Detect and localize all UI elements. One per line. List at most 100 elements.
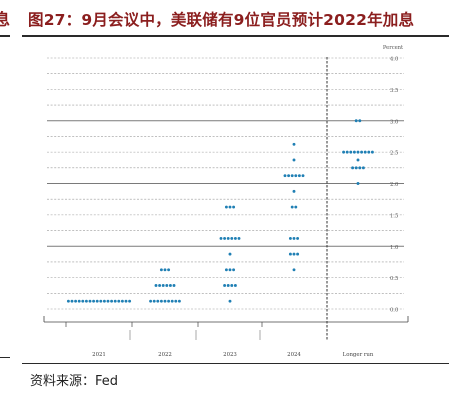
- data-point: [292, 158, 296, 162]
- data-point: [102, 299, 106, 303]
- data-point: [292, 252, 296, 256]
- data-point: [292, 236, 296, 240]
- data-point: [81, 299, 85, 303]
- data-point: [292, 268, 296, 272]
- data-point: [351, 166, 355, 170]
- data-point: [92, 299, 96, 303]
- y-tick-label: 3.0: [390, 119, 398, 125]
- x-tick-label: 2024: [287, 352, 301, 358]
- data-point: [228, 205, 232, 209]
- source-note: 资料来源：Fed: [30, 374, 119, 389]
- data-point: [358, 119, 362, 123]
- y-tick-label: 2.0: [390, 182, 398, 188]
- x-tick-label: 2023: [223, 352, 237, 358]
- title-fragment-text: 息: [0, 10, 10, 29]
- data-point: [290, 205, 294, 209]
- title-fragment-left: 息: [0, 6, 10, 36]
- data-point: [232, 268, 236, 272]
- data-point: [149, 299, 153, 303]
- y-tick-label: 3.5: [390, 88, 398, 94]
- data-point: [124, 299, 128, 303]
- data-point: [113, 299, 117, 303]
- data-point: [356, 150, 360, 154]
- data-point: [168, 284, 172, 287]
- data-point: [66, 299, 70, 303]
- data-point: [294, 205, 298, 209]
- data-point: [356, 182, 360, 185]
- data-point: [230, 236, 234, 240]
- data-point: [99, 299, 103, 303]
- data-point: [84, 299, 88, 303]
- data-point: [224, 205, 228, 209]
- x-tick-label: 2022: [158, 352, 172, 358]
- x-tick-label: 2021: [92, 352, 106, 358]
- data-point: [177, 299, 181, 303]
- data-point: [228, 252, 232, 256]
- figure-header: 图27：9月会议中，美联储有9位官员预计2022年加息: [22, 6, 449, 36]
- divider-left-top: [0, 35, 10, 37]
- data-point: [95, 299, 99, 303]
- data-point: [226, 284, 230, 287]
- data-point: [292, 189, 296, 193]
- data-point: [159, 299, 163, 303]
- data-point: [342, 150, 346, 154]
- divider-bottom: [22, 363, 449, 364]
- data-point: [367, 150, 371, 154]
- data-point: [228, 299, 232, 303]
- data-point: [158, 284, 162, 287]
- data-point: [356, 158, 360, 162]
- data-point: [120, 299, 124, 303]
- data-point: [370, 150, 374, 154]
- data-point: [345, 150, 349, 154]
- figure-title: 图27：9月会议中，美联储有9位官员预计2022年加息: [28, 11, 415, 29]
- data-point: [292, 142, 296, 146]
- data-point: [360, 150, 364, 154]
- data-point: [170, 299, 174, 303]
- data-point: [230, 284, 234, 287]
- data-point: [287, 174, 291, 178]
- data-point: [156, 299, 160, 303]
- data-point: [128, 299, 132, 303]
- data-point: [297, 174, 301, 178]
- divider-left-bottom: [0, 357, 10, 358]
- data-point: [154, 284, 158, 287]
- x-tick-label: Longer run: [343, 352, 374, 358]
- data-point: [237, 236, 241, 240]
- data-point: [152, 299, 156, 303]
- data-point: [296, 236, 300, 240]
- y-axis-label: Percent: [383, 45, 404, 51]
- data-point: [70, 299, 74, 303]
- data-point: [354, 119, 358, 123]
- data-point: [358, 166, 362, 170]
- data-point: [290, 174, 294, 178]
- data-point: [226, 236, 230, 240]
- data-point: [117, 299, 121, 303]
- data-point: [296, 252, 300, 256]
- data-point: [163, 268, 167, 272]
- data-point: [167, 299, 171, 303]
- data-point: [233, 236, 237, 240]
- data-point: [219, 236, 223, 240]
- data-point: [172, 284, 176, 287]
- data-point: [288, 252, 292, 256]
- y-tick-label: 2.5: [390, 151, 398, 157]
- data-point: [352, 150, 356, 154]
- data-point: [159, 268, 163, 272]
- data-point: [74, 299, 78, 303]
- data-point: [224, 268, 228, 272]
- data-point: [88, 299, 92, 303]
- data-point: [174, 299, 178, 303]
- data-point: [163, 299, 167, 303]
- data-point: [110, 299, 114, 303]
- y-tick-label: 0.0: [390, 308, 398, 314]
- data-point: [283, 174, 287, 178]
- data-point: [223, 236, 227, 240]
- y-tick-label: 1.5: [390, 213, 398, 219]
- data-point: [161, 284, 165, 287]
- data-point: [106, 299, 110, 303]
- data-point: [165, 284, 169, 287]
- data-point: [363, 150, 367, 154]
- data-point: [301, 174, 305, 178]
- data-point: [167, 268, 171, 272]
- data-point: [233, 284, 237, 287]
